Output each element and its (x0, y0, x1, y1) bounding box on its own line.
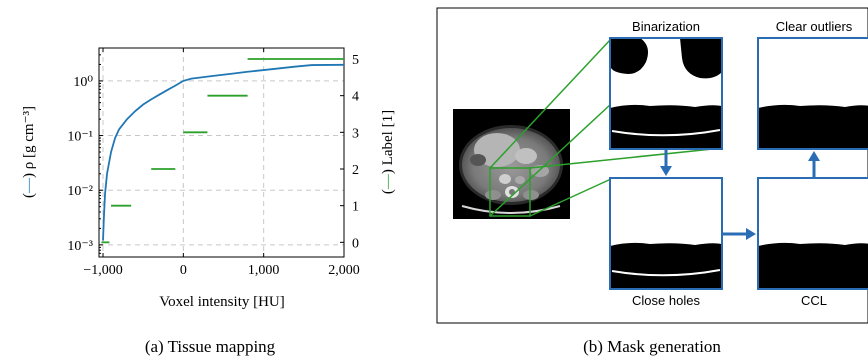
roi-box (489, 167, 531, 217)
panel-title-close-holes: Close holes (632, 293, 700, 308)
plot-frame (98, 47, 345, 258)
panel-clear-outliers: Clear outliers (757, 19, 868, 150)
x-tick-label: 1,000 (248, 263, 280, 278)
caption-b: (b) Mask generation (583, 337, 721, 356)
panel-binarization: Binarization (609, 19, 723, 150)
panel-ccl: CCL (757, 177, 868, 308)
tissue-mapping-chart: −1,000 0 1,000 2,000 10⁻³ 10⁻² 10⁻¹ 10⁰ 0 1 2 3 4 5… (21, 47, 396, 356)
panel-title-clear-outliers: Clear outliers (776, 19, 853, 34)
arrow-close-holes-to-ccl (723, 228, 756, 240)
label-series (101, 58, 344, 244)
y2-tick-label: 3 (352, 126, 359, 141)
y2-tick-label: 5 (352, 53, 359, 68)
y-tick-label: 10⁰ (73, 75, 93, 90)
chart-gridlines (99, 48, 344, 257)
panel-title-binarization: Binarization (632, 19, 700, 34)
y-axis-ticks: 10⁻³ 10⁻² 10⁻¹ 10⁰ (67, 47, 103, 258)
x-tick-label: −1,000 (83, 263, 122, 278)
panel-close-holes: Close holes (609, 177, 723, 308)
panel-title-ccl: CCL (801, 293, 827, 308)
arrow-ccl-to-clear-outliers (808, 151, 820, 177)
x-axis-ticks: −1,000 0 1,000 2,000 (83, 48, 360, 278)
y-tick-label: 10⁻² (67, 184, 93, 199)
y2-axis-ticks: 0 1 2 3 4 5 (340, 53, 359, 251)
mask-generation-diagram: Binarization Clear outliers (436, 7, 868, 356)
y2-tick-label: 4 (352, 90, 359, 105)
y-tick-label: 10⁻³ (67, 239, 93, 254)
ct-slice-image (453, 109, 570, 219)
zoom-lines (489, 38, 723, 217)
flow-arrows (660, 150, 820, 240)
density-curve (102, 63, 344, 241)
y2-tick-label: 0 (352, 236, 359, 251)
x-tick-label: 0 (180, 263, 187, 278)
arrow-binarization-to-close-holes (660, 150, 672, 176)
caption-a: (a) Tissue mapping (145, 337, 276, 356)
y-axis-label: (—) ρ [g cm⁻³] (21, 106, 37, 198)
y2-tick-label: 2 (352, 163, 359, 178)
y-tick-label: 10⁻¹ (67, 130, 93, 145)
y2-tick-label: 1 (352, 200, 359, 215)
x-tick-label: 2,000 (328, 263, 360, 278)
x-axis-label: Voxel intensity [HU] (159, 294, 285, 310)
y2-axis-label: (—) Label [1] (380, 110, 396, 194)
